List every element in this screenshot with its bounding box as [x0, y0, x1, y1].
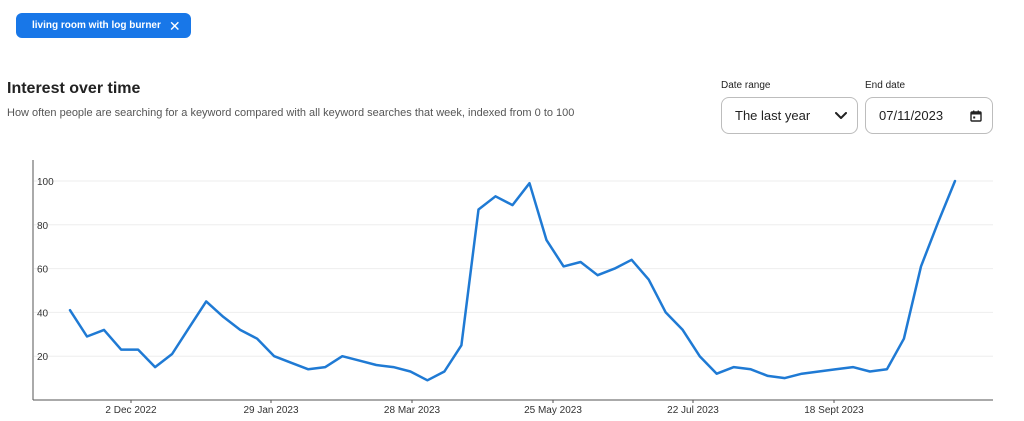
keyword-filter-chip[interactable]: living room with log burner ✕	[16, 13, 191, 38]
date-range-label: Date range	[721, 80, 771, 91]
end-date-value: 07/11/2023	[879, 108, 944, 123]
x-tick-label: 2 Dec 2022	[105, 405, 157, 416]
end-date-input[interactable]: 07/11/2023	[865, 97, 993, 134]
date-range-select[interactable]: The last year	[721, 97, 858, 134]
y-tick-label: 20	[37, 352, 49, 363]
y-tick-label: 40	[37, 308, 49, 319]
keyword-chip-label: living room with log burner	[32, 20, 161, 31]
end-date-label: End date	[865, 80, 906, 91]
y-tick-label: 60	[37, 265, 49, 276]
chevron-down-icon	[835, 111, 847, 119]
y-tick-label: 80	[37, 221, 49, 232]
chart-subtitle: How often people are searching for a key…	[7, 107, 575, 119]
x-tick-label: 25 May 2023	[524, 405, 582, 416]
x-tick-label: 22 Jul 2023	[667, 405, 719, 416]
x-tick-label: 29 Jan 2023	[243, 405, 298, 416]
x-tick-label: 18 Sept 2023	[804, 405, 864, 416]
x-tick-label: 28 Mar 2023	[384, 405, 441, 416]
series-line	[68, 179, 957, 382]
date-range-value: The last year	[735, 108, 811, 123]
close-icon[interactable]: ✕	[168, 17, 181, 34]
y-tick-label: 100	[37, 177, 54, 188]
chart-title: Interest over time	[7, 80, 141, 97]
calendar-icon[interactable]	[970, 110, 982, 122]
